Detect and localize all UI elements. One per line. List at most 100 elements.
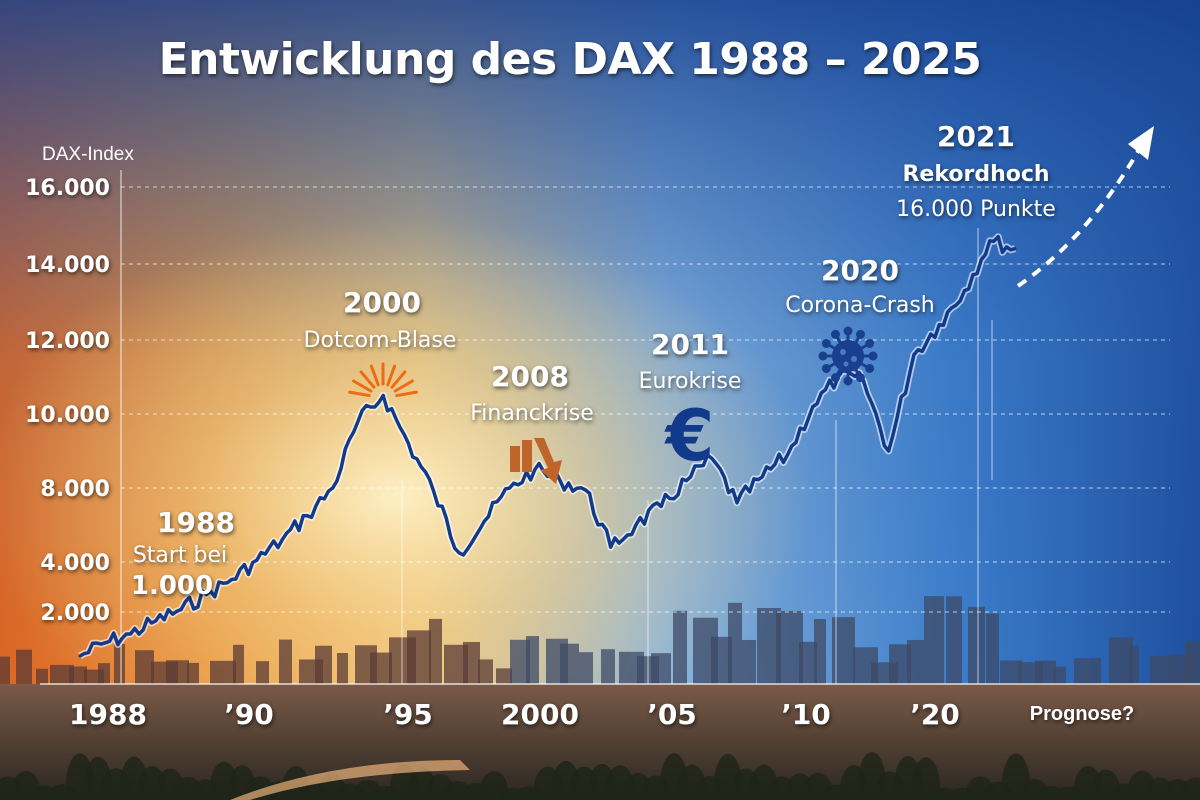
sun-ray [359, 370, 376, 389]
x-tick-label: ’95 [383, 698, 433, 731]
annotation-2021: 2021 Rekordhoch 16.000 Punkte [896, 120, 1056, 222]
data-point [103, 641, 107, 645]
highway [230, 760, 470, 800]
svg-text:1.000: 1.000 [131, 571, 213, 601]
x-tick-label: ’90 [224, 698, 274, 731]
data-point [760, 475, 764, 479]
virus-spike-tip [868, 351, 878, 361]
data-point [129, 632, 133, 636]
y-tick-label: 2.000 [40, 601, 110, 626]
svg-text:Financkrise: Financkrise [470, 401, 594, 426]
data-point [482, 519, 486, 523]
x-tick-label-prognose: Prognose? [1030, 703, 1134, 725]
virus-spike-tip [843, 376, 853, 386]
data-point [735, 501, 739, 505]
falling-chart-icon [510, 438, 562, 484]
building [1150, 655, 1170, 684]
building [69, 666, 87, 684]
building [1129, 645, 1139, 684]
svg-text:Eurokrise: Eurokrise [639, 369, 742, 394]
tree [912, 757, 940, 800]
tree [1182, 777, 1200, 800]
building [832, 617, 855, 684]
building [776, 610, 803, 684]
building [256, 661, 269, 684]
building [799, 641, 817, 684]
building [50, 664, 74, 684]
svg-text:1988: 1988 [157, 506, 235, 539]
building [510, 639, 530, 684]
y-tick-label: 16.000 [25, 176, 110, 201]
sun-ray [348, 390, 371, 398]
data-point [1013, 247, 1017, 251]
y-ticks: 2.000 4.000 8.000 10.000 12.000 14.000 16.000 [25, 176, 110, 626]
city-skyline [0, 596, 1200, 684]
data-point [887, 449, 891, 453]
data-point [609, 545, 613, 549]
svg-text:Rekordhoch: Rekordhoch [902, 162, 1049, 187]
svg-text:Corona-Crash: Corona-Crash [785, 293, 935, 318]
data-point [962, 289, 966, 293]
data-point [937, 323, 941, 327]
building [711, 636, 732, 684]
x-ticks: 1988 ’90 ’95 2000 ’05 ’10 ’20 [69, 698, 960, 731]
building [673, 610, 687, 684]
event-drop-lines [401, 228, 993, 684]
sun-ray [390, 370, 407, 389]
svg-text:2008: 2008 [491, 360, 569, 393]
building [601, 649, 615, 684]
building [889, 644, 911, 684]
svg-text:16.000 Punkte: 16.000 Punkte [896, 197, 1056, 222]
virus-spike-tip [865, 364, 875, 373]
building [907, 639, 924, 684]
building [1091, 657, 1101, 684]
building [463, 642, 480, 684]
data-point [356, 419, 360, 423]
svg-text:2011: 2011 [651, 328, 729, 361]
building [114, 643, 125, 684]
virus-spike-tip [831, 373, 840, 383]
x-tick-label: ’05 [647, 698, 697, 731]
data-point [230, 578, 234, 581]
building [579, 652, 593, 684]
building [1074, 658, 1091, 684]
building [478, 659, 493, 684]
sun-ray [395, 390, 418, 398]
annotation-2000: 2000 Dotcom-Blase [304, 286, 457, 353]
annotation-2008: 2008 Financkrise [470, 360, 594, 426]
svg-text:Dotcom-Blase: Dotcom-Blase [304, 328, 457, 353]
building [651, 653, 671, 684]
building [560, 643, 579, 684]
virus-spike-tip [831, 329, 840, 339]
data-point [407, 442, 411, 446]
y-tick-label: 4.000 [40, 551, 110, 576]
data-point [432, 490, 436, 494]
building [1053, 666, 1066, 684]
euro-icon: € [664, 395, 715, 477]
building [924, 596, 944, 684]
building [429, 618, 442, 684]
building [187, 662, 199, 684]
data-point [280, 538, 284, 542]
x-tick-label: 1988 [69, 698, 147, 731]
data-point [684, 479, 688, 483]
virus-spike-tip [818, 351, 828, 361]
virus-spike-tip [865, 339, 875, 348]
y-tick-label: 14.000 [25, 253, 110, 278]
x-tick-label: 2000 [501, 698, 579, 731]
sun-ray [352, 379, 373, 393]
building [946, 596, 962, 684]
building [16, 649, 32, 684]
data-point [634, 523, 638, 527]
data-point [558, 479, 562, 483]
y-axis-label: DAX-Index [42, 144, 134, 165]
building [210, 660, 236, 684]
virus-icon [818, 326, 878, 386]
y-tick-label: 12.000 [25, 329, 110, 354]
building [496, 668, 512, 684]
data-point [154, 619, 158, 623]
sun-burst-icon [348, 362, 418, 398]
data-point [78, 654, 82, 658]
svg-text:Start bei: Start bei [133, 543, 227, 568]
